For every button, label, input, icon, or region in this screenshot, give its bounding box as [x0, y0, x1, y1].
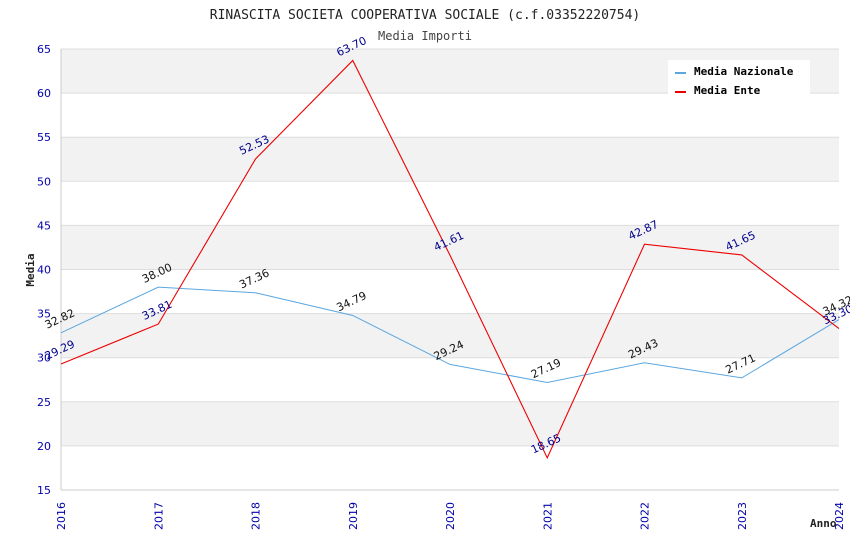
legend-label-ente: Media Ente: [694, 84, 761, 97]
legend-label-nazionale: Media Nazionale: [694, 65, 794, 78]
y-axis-label: Media: [24, 253, 37, 286]
grid-band: [61, 313, 839, 358]
y-tick-label: 55: [37, 131, 51, 144]
data-label-nazionale: 34.79: [335, 289, 369, 314]
grid-bands: [61, 49, 839, 446]
x-tick-label: 2023: [736, 502, 749, 530]
y-tick-label: 50: [37, 175, 51, 188]
data-label-ente: 29.29: [43, 338, 77, 363]
chart-subtitle: Media Importi: [378, 29, 472, 43]
chart-title: RINASCITA SOCIETA COOPERATIVA SOCIALE (c…: [210, 8, 640, 23]
grid-band: [61, 401, 839, 446]
y-tick-label: 20: [37, 440, 51, 453]
y-tick-label: 45: [37, 219, 51, 232]
y-tick-labels: 15 20 25 30 35 40 45 50 55 60 65: [37, 43, 51, 497]
x-tick-label: 2021: [541, 502, 554, 530]
data-label-nazionale: 37.36: [237, 266, 271, 291]
x-tick-label: 2016: [55, 502, 68, 530]
x-tick-labels: 2016 2017 2018 2019 2020 2021 2022 2023 2024: [55, 502, 846, 530]
x-tick-label: 2020: [444, 502, 457, 530]
y-tick-label: 60: [37, 87, 51, 100]
series-line-media-nazionale: [60, 286, 840, 383]
data-label-nazionale: 27.19: [529, 356, 563, 381]
series-lines: [60, 59, 840, 460]
y-tick-label: 65: [37, 43, 51, 56]
y-tick-label: 40: [37, 264, 51, 277]
y-tick-label: 25: [37, 396, 51, 409]
grid-band: [61, 225, 839, 270]
legend: Media Nazionale Media Ente: [668, 60, 810, 98]
x-tick-label: 2018: [250, 502, 263, 530]
x-axis-label: Anno: [810, 517, 837, 530]
x-tick-label: 2017: [152, 502, 165, 530]
legend-box: [668, 60, 810, 98]
x-tick-label: 2019: [347, 502, 360, 530]
x-tick-label: 2024: [833, 502, 846, 530]
x-tick-label: 2022: [639, 502, 652, 530]
y-tick-label: 30: [37, 352, 51, 365]
y-tick-label: 15: [37, 484, 51, 497]
series-line-media-ente: [60, 59, 840, 460]
grid-band: [61, 137, 839, 182]
y-tick-label: 35: [37, 308, 51, 321]
